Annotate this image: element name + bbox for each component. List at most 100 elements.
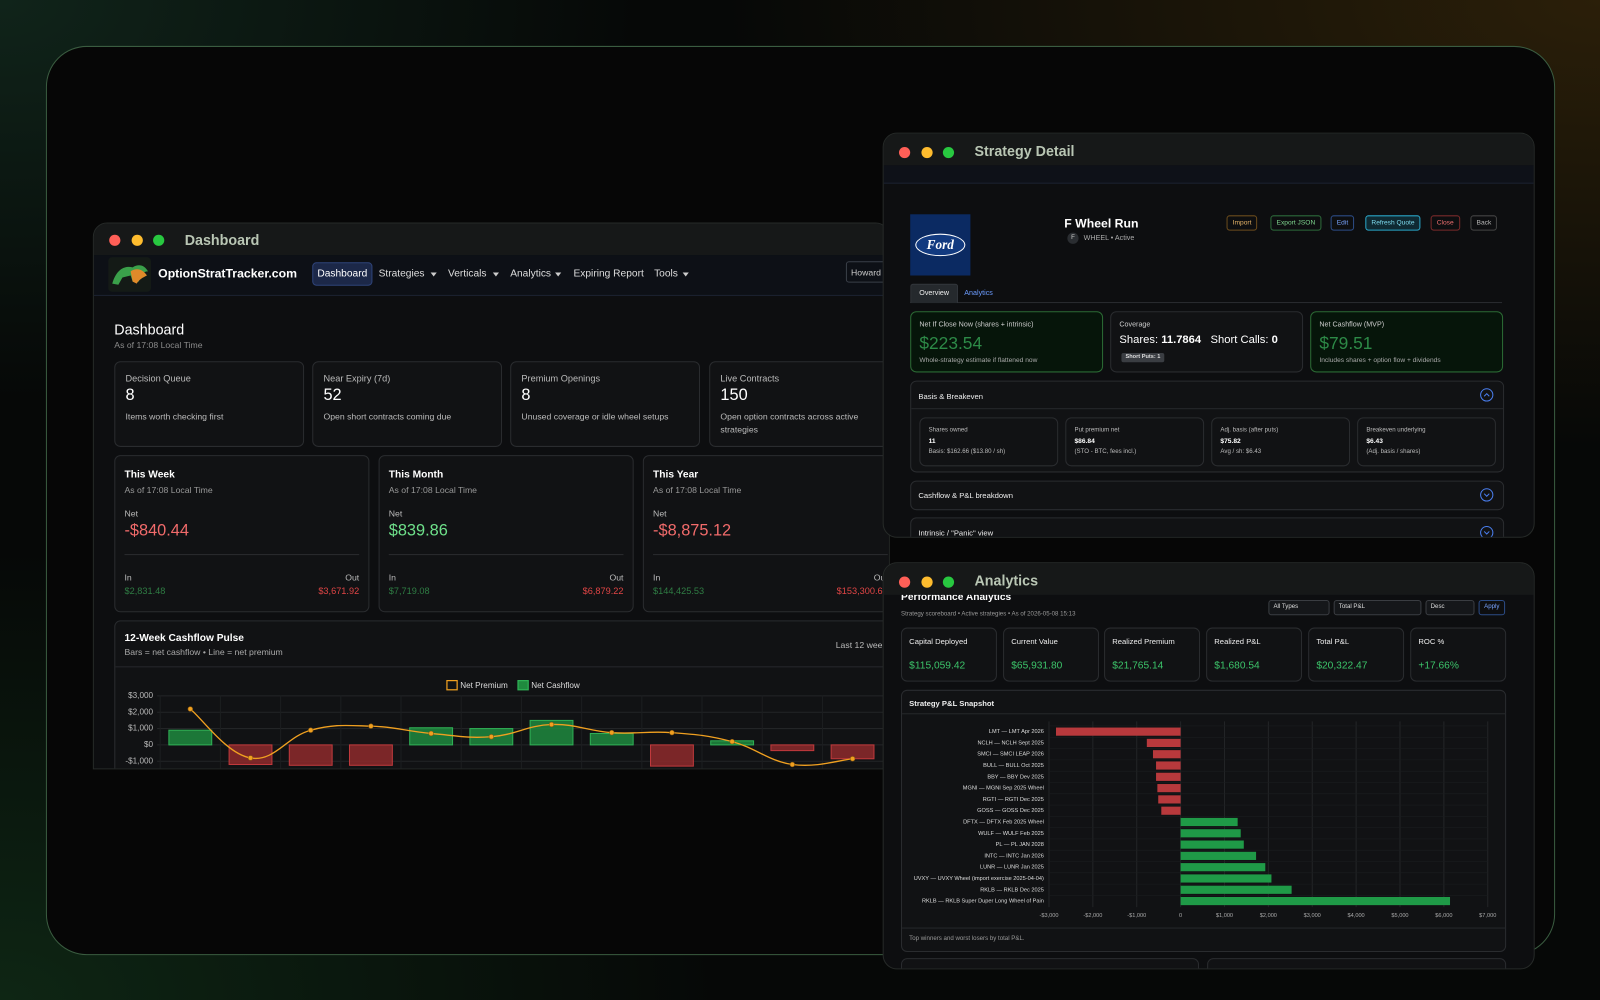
brand-name[interactable]: OptionStratTracker.com xyxy=(158,266,297,281)
period-card: This Week As of 17:08 Local Time Net -$840.… xyxy=(114,455,370,613)
nav-item[interactable]: Verticals xyxy=(447,268,487,280)
strategy-name: F Wheel Run xyxy=(1064,216,1139,231)
accordion-title[interactable]: Basis & Breakeven xyxy=(918,391,984,402)
kpi-card: Capital Deployed $115,059.42 xyxy=(901,627,997,682)
maximize-dot[interactable] xyxy=(942,576,955,588)
kpi-card: Decision Queue 8 Items worth checking firs… xyxy=(114,361,305,447)
window-title: Dashboard xyxy=(184,231,260,248)
close-button[interactable]: Close xyxy=(1430,215,1460,231)
minimize-dot[interactable] xyxy=(921,146,933,159)
kpi-label: Total P&L xyxy=(1316,636,1350,646)
shares-label: Shares: xyxy=(1119,333,1159,346)
pnl-bar xyxy=(1180,817,1238,827)
y-tick-label: -$1,000 xyxy=(125,756,153,765)
brand-logo[interactable] xyxy=(108,257,152,292)
card-label: Net Cashflow (MVP) xyxy=(1319,321,1385,329)
logo-text: Ford xyxy=(926,236,954,253)
close-dot[interactable] xyxy=(109,234,121,246)
cashflow-bar xyxy=(649,744,694,767)
maximize-dot[interactable] xyxy=(942,146,955,159)
premium-point xyxy=(729,738,735,745)
cashflow-bar xyxy=(168,729,213,746)
back-button[interactable]: Back xyxy=(1470,215,1498,231)
cashflow-bar xyxy=(770,744,815,752)
divider xyxy=(115,666,889,668)
calls-label: Short Calls: xyxy=(1210,333,1269,346)
item-value: $6.43 xyxy=(1366,437,1383,445)
user-menu[interactable] xyxy=(845,261,889,283)
period-card: This Year As of 17:08 Local Time Net -$8,87… xyxy=(642,455,889,613)
net-label: Net xyxy=(124,508,138,519)
nav-item[interactable]: Strategies xyxy=(378,268,425,280)
edit-button[interactable]: Edit xyxy=(1330,215,1355,231)
card-note: Whole-strategy estimate if flattened now xyxy=(919,357,1038,365)
select-text[interactable]: Desc xyxy=(1430,604,1445,611)
kpi-label: Current Value xyxy=(1011,636,1058,646)
select-text[interactable]: All Types xyxy=(1273,604,1299,611)
snapshot-footer: Top winners and worst losers by total P&… xyxy=(909,935,1025,942)
legend-label: Net Premium xyxy=(460,681,508,690)
close-dot[interactable] xyxy=(898,576,911,588)
apply-button[interactable]: Apply xyxy=(1478,599,1506,616)
out-label: Out xyxy=(609,572,624,583)
category-label: NCLH — NCLH Sept 2025 xyxy=(977,740,1043,746)
minimize-dot[interactable] xyxy=(131,234,143,246)
premium-point xyxy=(368,723,374,729)
metric-select[interactable]: Total P&L xyxy=(1333,599,1422,616)
x-tick-label: $6,000 xyxy=(1435,913,1452,919)
kpi-card: Live Contracts 150 Open option contracts a… xyxy=(709,361,889,447)
nav-item[interactable]: Analytics xyxy=(510,268,552,280)
premium-point xyxy=(849,756,856,762)
strategy-detail-window: Strategy Detail Ford F Wheel Run F WHEEL… xyxy=(882,132,1535,538)
kpi-card: Near Expiry (7d) 52 Open short contracts c… xyxy=(312,361,503,447)
chevron-up[interactable] xyxy=(1480,388,1494,402)
kpi-card: ROC % +17.66% xyxy=(1410,627,1507,682)
period-as-of: As of 17:08 Local Time xyxy=(388,484,478,495)
card-value: $223.54 xyxy=(919,333,983,354)
accordion-title[interactable]: Intrinsic / "Panic" view xyxy=(918,528,994,538)
category-label: WULF — WULF Feb 2025 xyxy=(978,831,1044,837)
order-select[interactable]: Desc xyxy=(1425,599,1475,616)
tab[interactable]: Analytics xyxy=(964,289,993,297)
lower-card xyxy=(901,958,1199,969)
window-title: Analytics xyxy=(974,572,1039,589)
select-text[interactable]: Total P&L xyxy=(1338,604,1365,611)
tab-rule xyxy=(910,302,1503,304)
category-label: PL — PL JAN 2028 xyxy=(996,842,1044,848)
accordion-title[interactable]: Cashflow & P&L breakdown xyxy=(918,490,1013,500)
pulse-card: 12-Week Cashflow Pulse Bars = net cashfl… xyxy=(114,620,890,769)
chevron-down[interactable] xyxy=(1480,488,1494,502)
minimize-dot[interactable] xyxy=(921,576,933,588)
category-label: GOSS — GOSS Dec 2025 xyxy=(977,808,1044,814)
item-note: Basis: $162.66 ($13.80 / sh) xyxy=(928,448,1006,456)
user-name[interactable]: Howard xyxy=(851,267,881,278)
basis-accordion: Basis & Breakeven Shares owned 11 Basis: $… xyxy=(910,380,1505,473)
kpi-note: Open option contracts across active stra… xyxy=(720,411,859,435)
item-value: 11 xyxy=(928,437,936,445)
export-button[interactable]: Export JSON xyxy=(1270,215,1322,231)
net-if-close-card: Net If Close Now (shares + intrinsic) $2… xyxy=(910,311,1104,373)
nav-item[interactable]: Expiring Report xyxy=(573,268,644,280)
kpi-card: Current Value $65,931.80 xyxy=(1003,627,1099,682)
kpi-card: Realized Premium $21,765.14 xyxy=(1104,627,1200,682)
item-label: Adj. basis (after puts) xyxy=(1220,427,1279,434)
period-as-of: As of 17:08 Local Time xyxy=(124,484,213,495)
refresh-button[interactable]: Refresh Quote xyxy=(1365,215,1421,231)
nav-item[interactable]: Tools xyxy=(654,268,678,280)
import-button[interactable]: Import xyxy=(1226,215,1258,231)
kpi-value: 8 xyxy=(125,386,135,405)
tab-active[interactable]: Overview xyxy=(910,283,959,304)
maximize-dot[interactable] xyxy=(153,234,165,246)
premium-point xyxy=(789,761,795,768)
nav-item[interactable]: Dashboard xyxy=(317,268,368,280)
divider xyxy=(388,554,624,556)
type-select[interactable]: All Types xyxy=(1268,599,1330,616)
category-label: MGNI — MGNI Sep 2025 Wheel xyxy=(963,786,1044,792)
close-dot[interactable] xyxy=(898,146,911,159)
pnl-bar xyxy=(1180,896,1451,906)
kpi-value: $21,765.14 xyxy=(1112,660,1164,672)
chevron-down[interactable] xyxy=(1480,526,1494,538)
category-label: LMT — LMT Apr 2026 xyxy=(989,729,1044,735)
pnl-bar xyxy=(1156,772,1181,781)
pulse-range[interactable]: Last 12 weeks xyxy=(835,639,890,650)
